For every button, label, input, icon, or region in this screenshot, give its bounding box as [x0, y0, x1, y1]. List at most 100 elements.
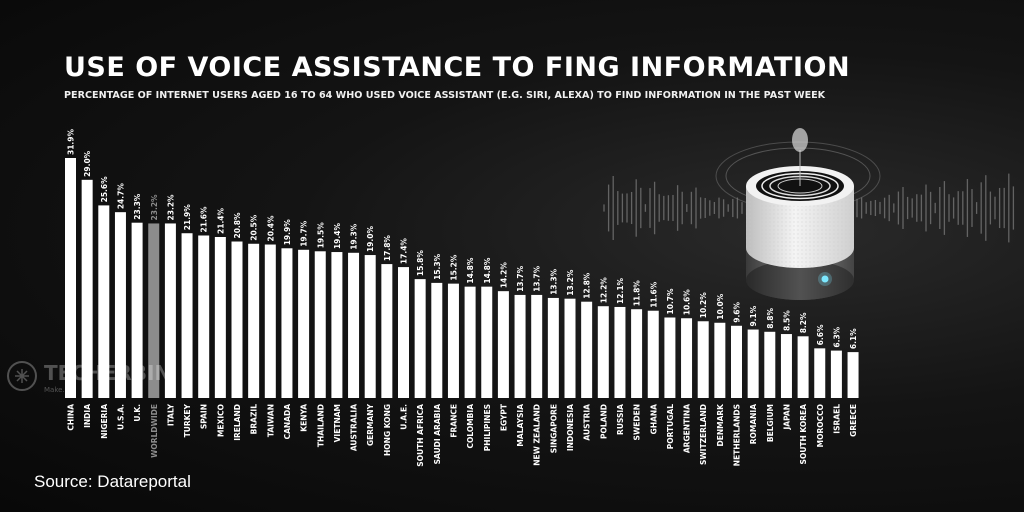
value-label-worldwide: 23.2% — [150, 194, 159, 221]
category-label-russia: RUSSIA — [616, 404, 625, 435]
value-label-saudi-arabia: 15.3% — [433, 253, 442, 280]
value-label-austria: 12.8% — [583, 272, 592, 299]
category-label-germany: GERMANY — [366, 403, 375, 446]
bar-south-africa — [414, 279, 426, 398]
bar-malaysia — [514, 294, 526, 398]
bar-singapore — [547, 297, 559, 398]
category-label-south-korea: SOUTH KOREA — [799, 404, 808, 465]
category-label-netherlands: NETHERLANDS — [733, 404, 742, 466]
category-label-u-a-e: U.A.E. — [400, 404, 409, 430]
bar-ireland — [231, 241, 243, 398]
value-label-thailand: 19.5% — [316, 222, 325, 249]
bar-kenya — [298, 249, 310, 398]
value-label-greece: 6.1% — [849, 328, 858, 349]
bar-saudi-arabia — [431, 282, 443, 398]
value-label-australia: 19.3% — [350, 223, 359, 250]
value-label-philipines: 14.8% — [483, 257, 492, 284]
category-label-south-africa: SOUTH AFRICA — [416, 404, 425, 467]
value-label-netherlands: 9.6% — [733, 301, 742, 322]
bar-japan — [780, 334, 792, 398]
category-label-philipines: PHILIPINES — [483, 404, 492, 451]
watermark-brand: TECHERBIN — [44, 361, 171, 385]
category-label-kenya: KENYA — [300, 404, 309, 432]
value-label-france: 15.2% — [449, 254, 458, 281]
bar-switzerland — [697, 321, 709, 398]
bar-denmark — [714, 322, 726, 398]
category-label-argentina: ARGENTINA — [683, 404, 692, 453]
category-label-malaysia: MALAYSIA — [516, 404, 525, 447]
bar-taiwan — [264, 244, 276, 398]
category-label-spain: SPAIN — [200, 404, 209, 429]
value-label-vietnam: 19.4% — [333, 223, 342, 250]
chart-subtitle: PERCENTAGE OF INTERNET USERS AGED 16 TO … — [64, 90, 826, 101]
value-label-taiwan: 20.4% — [266, 215, 275, 242]
category-label-colombia: COLOMBIA — [466, 404, 475, 449]
category-label-switzerland: SWITZERLAND — [699, 404, 708, 465]
value-label-kenya: 19.7% — [300, 220, 309, 247]
bar-india — [81, 179, 93, 398]
value-label-u-s-a: 24.7% — [116, 183, 125, 210]
category-label-u-k: U.K. — [133, 404, 142, 422]
category-label-belgium: BELGIUM — [766, 404, 775, 442]
category-label-denmark: DENMARK — [716, 403, 725, 447]
category-label-italy: ITALY — [166, 403, 175, 426]
value-label-nigeria: 25.6% — [100, 176, 109, 203]
value-label-argentina: 10.6% — [683, 289, 692, 316]
value-label-u-a-e: 17.4% — [400, 238, 409, 265]
value-label-india: 29.0% — [83, 150, 92, 177]
value-label-south-korea: 8.2% — [799, 312, 808, 333]
value-label-singapore: 13.3% — [549, 268, 558, 295]
category-label-taiwan: TAIWAN — [266, 404, 275, 437]
category-label-vietnam: VIETNAM — [333, 404, 342, 442]
value-label-colombia: 14.8% — [466, 257, 475, 284]
value-label-malaysia: 13.7% — [516, 265, 525, 292]
bar-belgium — [764, 331, 776, 398]
category-label-egypt: EGYPT — [499, 403, 508, 431]
category-label-canada: CANADA — [283, 404, 292, 440]
value-label-portugal: 10.7% — [666, 288, 675, 315]
value-label-poland: 12.2% — [599, 277, 608, 304]
bar-indonesia — [564, 298, 576, 398]
value-label-israel: 6.3% — [832, 326, 841, 347]
category-label-nigeria: NIGERIA — [100, 404, 109, 439]
bar-ghana — [647, 310, 659, 398]
bar-canada — [281, 248, 293, 398]
category-label-singapore: SINGAPORE — [549, 404, 558, 453]
category-label-ireland: IRELAND — [233, 404, 242, 441]
category-label-austria: AUSTRIA — [583, 404, 592, 441]
category-label-sweden: SWEDEN — [633, 404, 642, 440]
category-label-mexico: MEXICO — [216, 404, 225, 437]
bar-italy — [164, 223, 176, 398]
value-label-sweden: 11.8% — [633, 280, 642, 307]
value-label-indonesia: 13.2% — [566, 269, 575, 296]
category-label-hong-kong: HONG KONG — [383, 404, 392, 456]
value-label-u-k: 23.3% — [133, 193, 142, 220]
value-label-new-zealand: 13.7% — [533, 265, 542, 292]
category-label-new-zealand: NEW ZEALAND — [533, 404, 542, 466]
bar-argentina — [681, 318, 693, 398]
bar-portugal — [664, 317, 676, 398]
value-label-germany: 19.0% — [366, 226, 375, 253]
bar-russia — [614, 306, 626, 398]
category-label-india: INDIA — [83, 404, 92, 428]
bar-u-k — [131, 222, 143, 398]
bar-germany — [364, 255, 376, 398]
value-label-egypt: 14.2% — [499, 262, 508, 289]
category-label-romania: ROMANIA — [749, 404, 758, 444]
bar-australia — [348, 252, 360, 398]
category-label-thailand: THAILAND — [316, 404, 325, 447]
bar-thailand — [314, 251, 326, 398]
category-label-china: CHINA — [67, 404, 76, 431]
category-label-worldwide: WORLDWIDE — [150, 404, 159, 458]
category-label-israel: ISRAEL — [832, 404, 841, 434]
bar-spain — [198, 235, 210, 398]
bar-turkey — [181, 233, 193, 398]
bar-u-s-a — [114, 212, 126, 398]
value-label-belgium: 8.8% — [766, 308, 775, 329]
chart-title: USE OF VOICE ASSISTANCE TO FING INFORMAT… — [64, 52, 851, 83]
value-label-morocco: 6.6% — [816, 324, 825, 345]
value-label-switzerland: 10.2% — [699, 292, 708, 319]
category-label-u-s-a: U.S.A. — [116, 404, 125, 430]
category-label-indonesia: INDONESIA — [566, 404, 575, 451]
